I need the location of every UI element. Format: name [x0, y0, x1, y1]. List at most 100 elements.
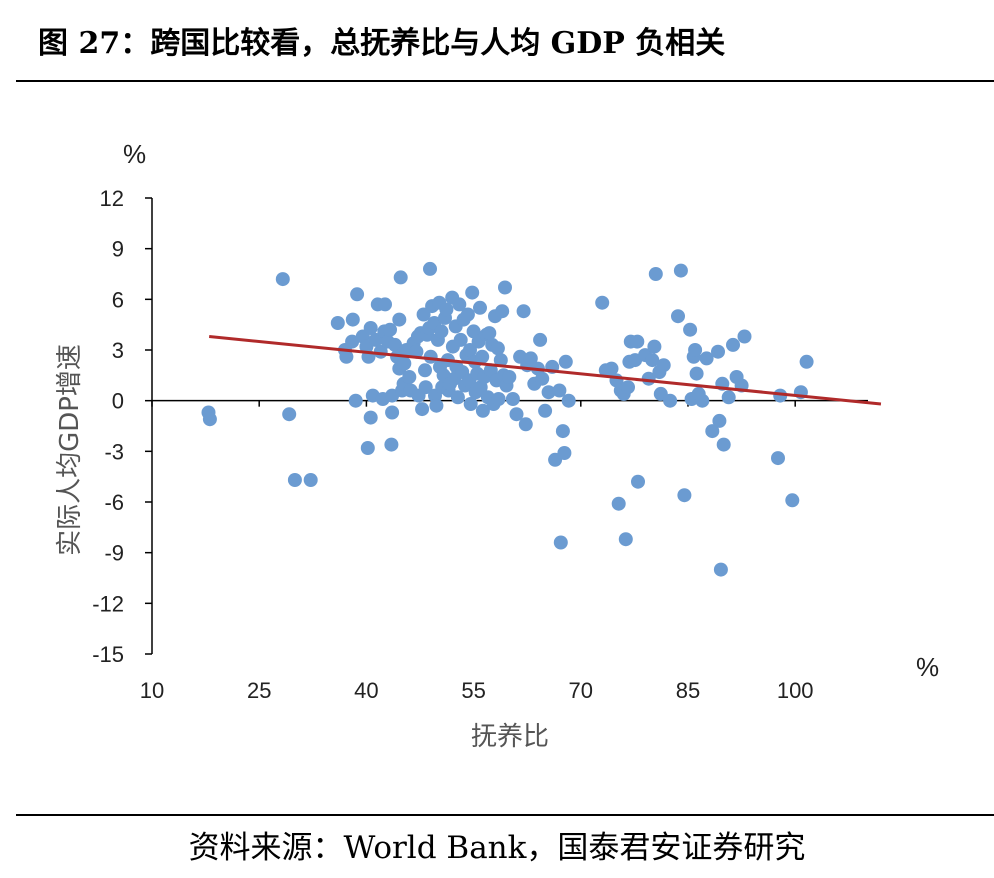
data-point [604, 361, 619, 376]
data-point [688, 343, 703, 357]
data-point [699, 351, 714, 366]
data-point [397, 356, 412, 371]
data-point [663, 393, 678, 408]
scatter-chart: 12 9 6 3 0 -3 -6 -9 -12 -15 10 25 40 55 70 85 100 % % 抚… [55, 139, 939, 752]
data-point [463, 397, 478, 411]
y-tick-label: -12 [92, 591, 124, 616]
data-point [552, 383, 567, 398]
data-point [557, 446, 572, 460]
data-point [648, 267, 663, 281]
x-tick-label: 70 [569, 678, 593, 703]
data-point [523, 351, 538, 366]
data-point [689, 366, 704, 381]
data-point [287, 473, 302, 487]
data-point [611, 496, 626, 511]
y-tick-label: 3 [112, 338, 124, 363]
data-point [712, 413, 727, 428]
data-point [713, 562, 728, 577]
data-point [378, 297, 392, 312]
data-point [363, 410, 378, 425]
data-point [726, 337, 740, 352]
data-point [418, 363, 432, 378]
data-point [460, 307, 475, 322]
data-point [463, 343, 477, 357]
data-point [553, 535, 568, 550]
y-tick-label: 12 [100, 186, 124, 211]
data-point [716, 437, 731, 452]
data-point [502, 370, 517, 384]
data-point [345, 334, 360, 349]
data-point [498, 280, 512, 295]
x-tick-label: 25 [247, 678, 271, 703]
x-tick-label: 55 [461, 678, 485, 703]
data-point [416, 307, 431, 322]
data-point [282, 407, 297, 422]
y-tick-label: 6 [112, 287, 124, 312]
trendline [209, 334, 882, 406]
x-axis-title: 抚养比 [471, 722, 549, 752]
data-point [695, 393, 710, 408]
data-point [595, 295, 610, 310]
data-point [385, 405, 400, 420]
data-point [275, 272, 290, 287]
data-point [645, 353, 660, 368]
data-point [384, 437, 399, 452]
data-point [303, 473, 318, 487]
y-tick-labels: 12 9 6 3 0 -3 -6 -9 -12 -15 [92, 186, 124, 667]
y-axis-title: 实际人均GDP增速 [55, 344, 85, 556]
data-point [491, 392, 506, 406]
data-point [415, 402, 430, 417]
y-tick-label: -15 [92, 642, 124, 667]
data-point [473, 300, 487, 315]
data-points [201, 261, 814, 577]
data-point [737, 329, 752, 344]
data-point [345, 312, 360, 327]
y-tick-label: -3 [104, 439, 124, 464]
data-point [671, 309, 685, 324]
data-point [475, 403, 490, 418]
bottom-rule [16, 814, 994, 816]
data-point [673, 263, 688, 278]
data-point [538, 403, 553, 418]
data-point [392, 312, 407, 327]
x-tick-label: 85 [676, 678, 700, 703]
top-rule [16, 80, 994, 82]
data-point [711, 344, 725, 359]
data-point [677, 488, 692, 503]
data-point [452, 297, 467, 312]
data-point [621, 380, 635, 395]
x-tick-label: 40 [354, 678, 378, 703]
y-axis-unit: % [123, 139, 146, 169]
data-point [495, 304, 510, 319]
data-point [350, 287, 365, 302]
data-point [721, 390, 736, 405]
data-point [490, 341, 505, 356]
source-note: 资料来源：World Bank，国泰君安证券研究 [188, 830, 806, 866]
data-point [647, 339, 662, 354]
data-point [388, 337, 402, 352]
data-point [383, 322, 397, 337]
y-tick-label: -9 [104, 541, 124, 566]
data-point [618, 532, 633, 547]
data-point [535, 371, 550, 386]
data-point [393, 270, 408, 285]
y-tick-label: 0 [112, 389, 124, 414]
data-point [533, 332, 548, 347]
x-axis-unit: % [916, 652, 939, 682]
data-point [505, 392, 520, 406]
data-point [683, 322, 698, 337]
data-point [631, 474, 645, 489]
data-point [705, 424, 720, 439]
data-point [509, 407, 524, 422]
data-point [348, 393, 363, 408]
data-point [402, 370, 417, 384]
data-point [558, 354, 573, 369]
data-point [423, 261, 437, 276]
data-point [799, 354, 814, 369]
data-point [482, 326, 497, 341]
data-point [330, 316, 345, 330]
data-point [202, 412, 217, 427]
data-point [439, 302, 454, 317]
data-point [561, 393, 576, 408]
data-point [339, 349, 354, 364]
